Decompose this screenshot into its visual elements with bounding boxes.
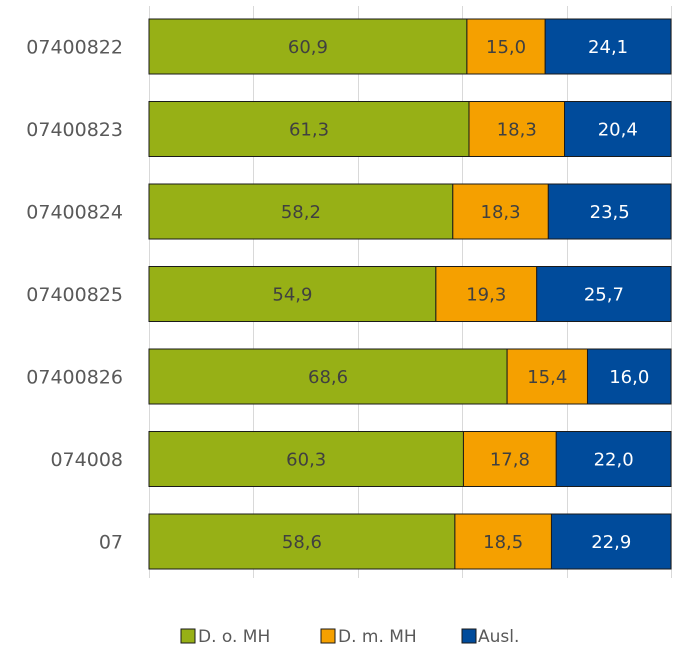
bar-segment [148, 348, 508, 405]
bar-segment [586, 348, 672, 405]
data-label: 58,6 [282, 532, 322, 553]
bar-segment [544, 18, 672, 75]
bar-segment [555, 431, 672, 487]
data-label: 16,0 [609, 367, 649, 388]
legend-swatch [180, 628, 196, 644]
data-label: 18,3 [481, 202, 521, 223]
data-label: 19,3 [466, 285, 506, 306]
legend-swatch [320, 628, 336, 644]
bar-segment [536, 266, 672, 322]
data-label: 18,5 [483, 532, 523, 553]
category-labels: 07400822 07400823 07400824 07400825 07400826… [26, 37, 123, 554]
data-label: 25,7 [584, 285, 624, 306]
data-label: 15,0 [486, 37, 526, 58]
data-label: 60,9 [288, 37, 328, 58]
category-label: 07400825 [26, 284, 123, 306]
legend: D. o. MH D. m. MH Ausl. [180, 627, 519, 647]
category-label: 07400824 [26, 202, 123, 224]
bar-segment [148, 101, 470, 157]
legend-label: Ausl. [478, 627, 519, 647]
bar-segment [506, 348, 588, 405]
bar-segment [547, 183, 672, 240]
legend-label: D. m. MH [338, 627, 417, 647]
bar-segment [435, 266, 538, 322]
data-label: 61,3 [289, 120, 329, 141]
bar-segment [564, 101, 672, 157]
category-label: 07400826 [26, 367, 123, 389]
data-label: 23,5 [590, 202, 630, 223]
data-label: 15,4 [527, 367, 567, 388]
category-label: 074008 [50, 449, 123, 471]
bar-segment [550, 513, 672, 570]
data-label: 24,1 [588, 37, 628, 58]
data-label: 58,2 [281, 202, 321, 223]
data-label: 18,3 [497, 120, 537, 141]
data-label: 54,9 [272, 285, 312, 306]
bar-segment [148, 183, 454, 240]
legend-swatch [461, 628, 477, 644]
category-label: 07400822 [26, 37, 123, 59]
data-label: 17,8 [490, 450, 530, 471]
data-label: 60,3 [286, 450, 326, 471]
bars: 60,9 15,0 24,1 61,3 18,3 20,4 58,2 18,3 23,5 54,9… [148, 18, 672, 570]
bar-segment [452, 183, 549, 240]
bar-segment [462, 431, 557, 487]
category-label: 07400823 [26, 119, 123, 141]
bar-segment [148, 266, 437, 322]
bar-segment [148, 18, 468, 75]
data-label: 22,9 [591, 532, 631, 553]
category-label: 07 [99, 532, 123, 554]
legend-label: D. o. MH [198, 627, 270, 647]
data-label: 20,4 [598, 120, 638, 141]
data-label: 22,0 [594, 450, 634, 471]
bar-segment [468, 101, 566, 157]
data-label: 68,6 [308, 367, 348, 388]
